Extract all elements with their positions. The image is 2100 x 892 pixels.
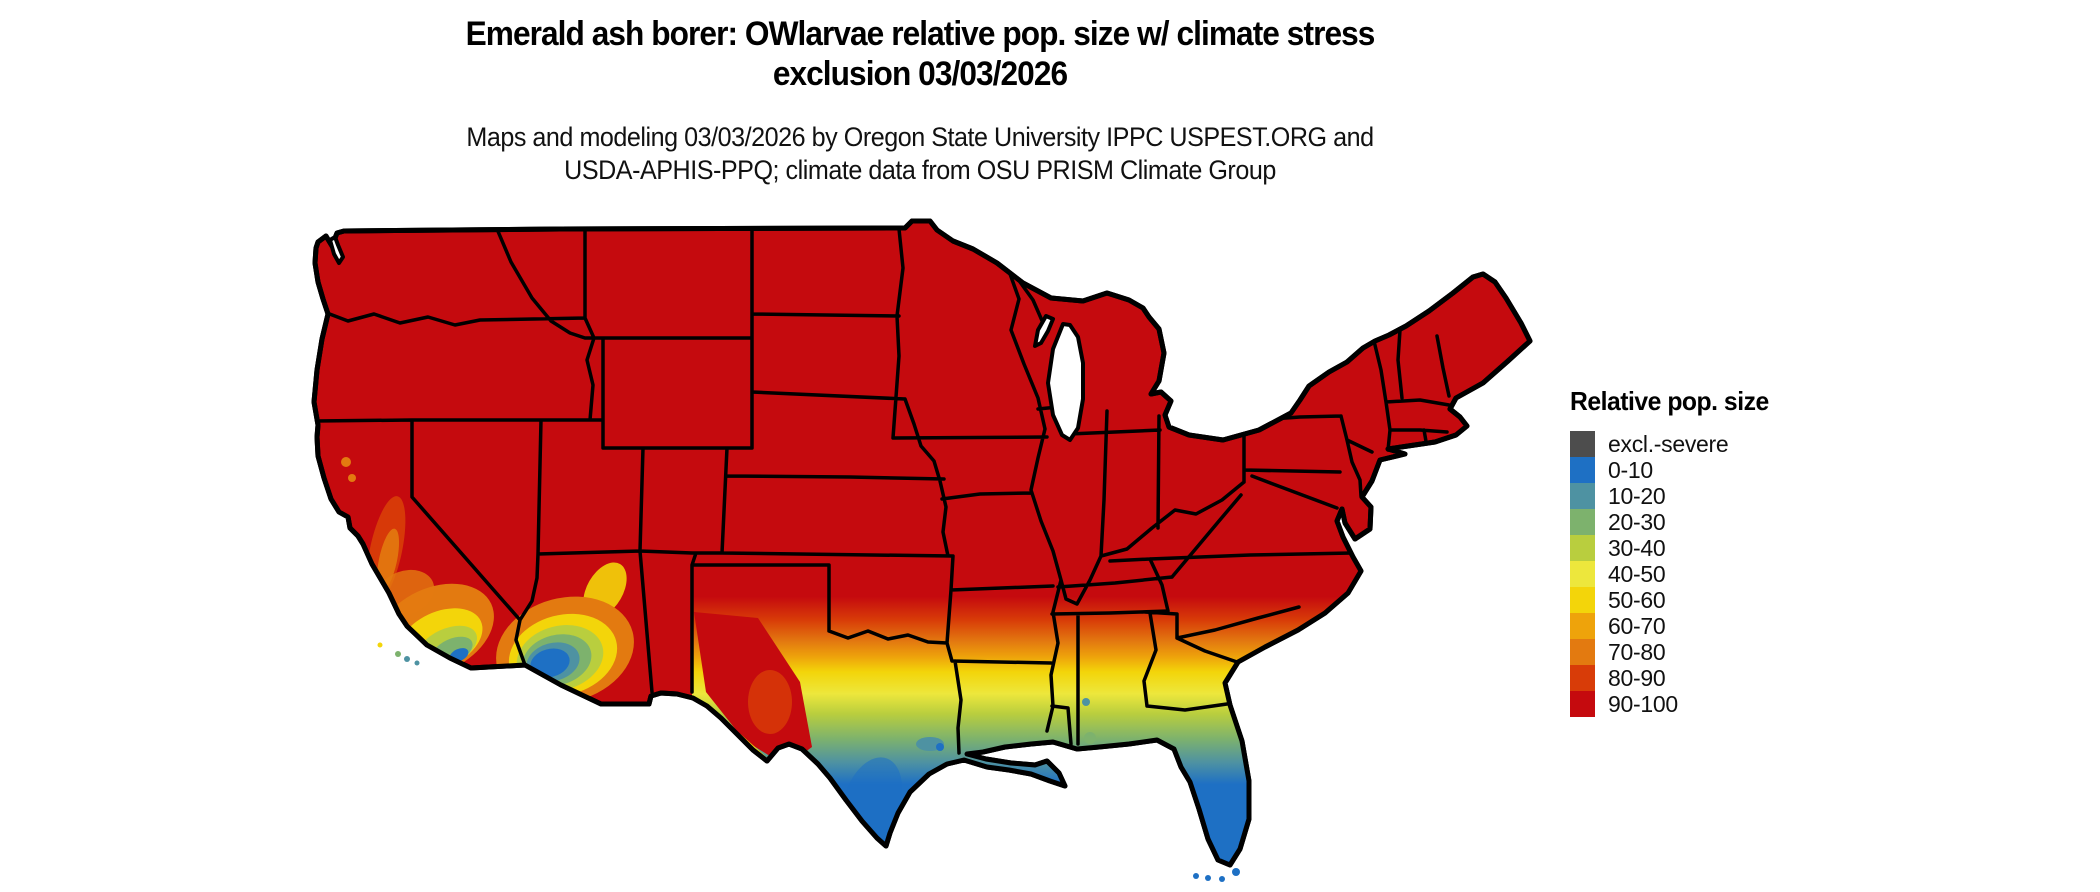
legend-swatch (1570, 483, 1595, 509)
southern-california-patch (376, 583, 494, 677)
page-subtitle-line2: USDA-APHIS-PPQ; climate data from OSU PR… (564, 155, 1276, 185)
legend-swatch (1570, 613, 1595, 639)
great-lakes (328, 235, 1085, 442)
legend-swatch (1570, 665, 1595, 691)
legend-label: 60-70 (1608, 612, 1666, 639)
legend-swatch (1570, 587, 1595, 613)
legend-swatch (1570, 509, 1595, 535)
page-subtitle-line1: Maps and modeling 03/03/2026 by Oregon S… (466, 122, 1374, 152)
legend-label: 80-90 (1608, 664, 1666, 691)
legend-label: 10-20 (1608, 482, 1666, 509)
legend-swatch (1570, 431, 1595, 457)
legend-label: 90-100 (1608, 690, 1678, 717)
legend-row: 80-90 (1570, 665, 1779, 691)
channel-islands-dots (377, 642, 420, 666)
legend-row: 40-50 (1570, 561, 1779, 587)
legend-swatch (1570, 639, 1595, 665)
legend-row: 90-100 (1570, 691, 1779, 717)
legend-label: 20-30 (1608, 508, 1666, 535)
legend-row: 50-60 (1570, 587, 1779, 613)
legend-row: excl.-severe (1570, 431, 1779, 457)
legend-row: 10-20 (1570, 483, 1779, 509)
puget-sound (328, 235, 345, 265)
legend-label: 30-40 (1608, 534, 1666, 561)
legend-label: 70-80 (1608, 638, 1666, 665)
legend-label: excl.-severe (1608, 430, 1729, 457)
legend-row: 20-30 (1570, 509, 1779, 535)
florida-keys-dots (1193, 868, 1240, 882)
page-subtitle: Maps and modeling 03/03/2026 by Oregon S… (64, 121, 1775, 187)
legend-row: 70-80 (1570, 639, 1779, 665)
legend-swatch (1570, 691, 1595, 717)
green-bay (1033, 314, 1055, 348)
legend-row: 0-10 (1570, 457, 1779, 483)
legend-swatch (1570, 457, 1595, 483)
page-title: Emerald ash borer: OWlarvae relative pop… (64, 14, 1775, 94)
us-map (311, 218, 1533, 882)
legend-label: 50-60 (1608, 586, 1666, 613)
legend-label: 40-50 (1608, 560, 1666, 587)
legend-swatch (1570, 561, 1595, 587)
legend-rows: excl.-severe 0-10 10-20 20-30 30-40 40-5… (1570, 431, 1779, 717)
us-outline-stroke (311, 218, 1533, 868)
lake-michigan (1046, 322, 1085, 442)
page-title-line2: exclusion 03/03/2026 (772, 55, 1068, 93)
legend-row: 60-70 (1570, 613, 1779, 639)
south-gradient-overlay (692, 553, 1530, 865)
legend-row: 30-40 (1570, 535, 1779, 561)
page-title-line1: Emerald ash borer: OWlarvae relative pop… (465, 15, 1376, 53)
state-borders (314, 227, 1451, 755)
legend-swatch (1570, 535, 1595, 561)
legend-label: 0-10 (1608, 456, 1653, 483)
legend-title: Relative pop. size (1570, 386, 1769, 416)
legend: Relative pop. size excl.-severe 0-10 10-… (1570, 386, 1779, 717)
